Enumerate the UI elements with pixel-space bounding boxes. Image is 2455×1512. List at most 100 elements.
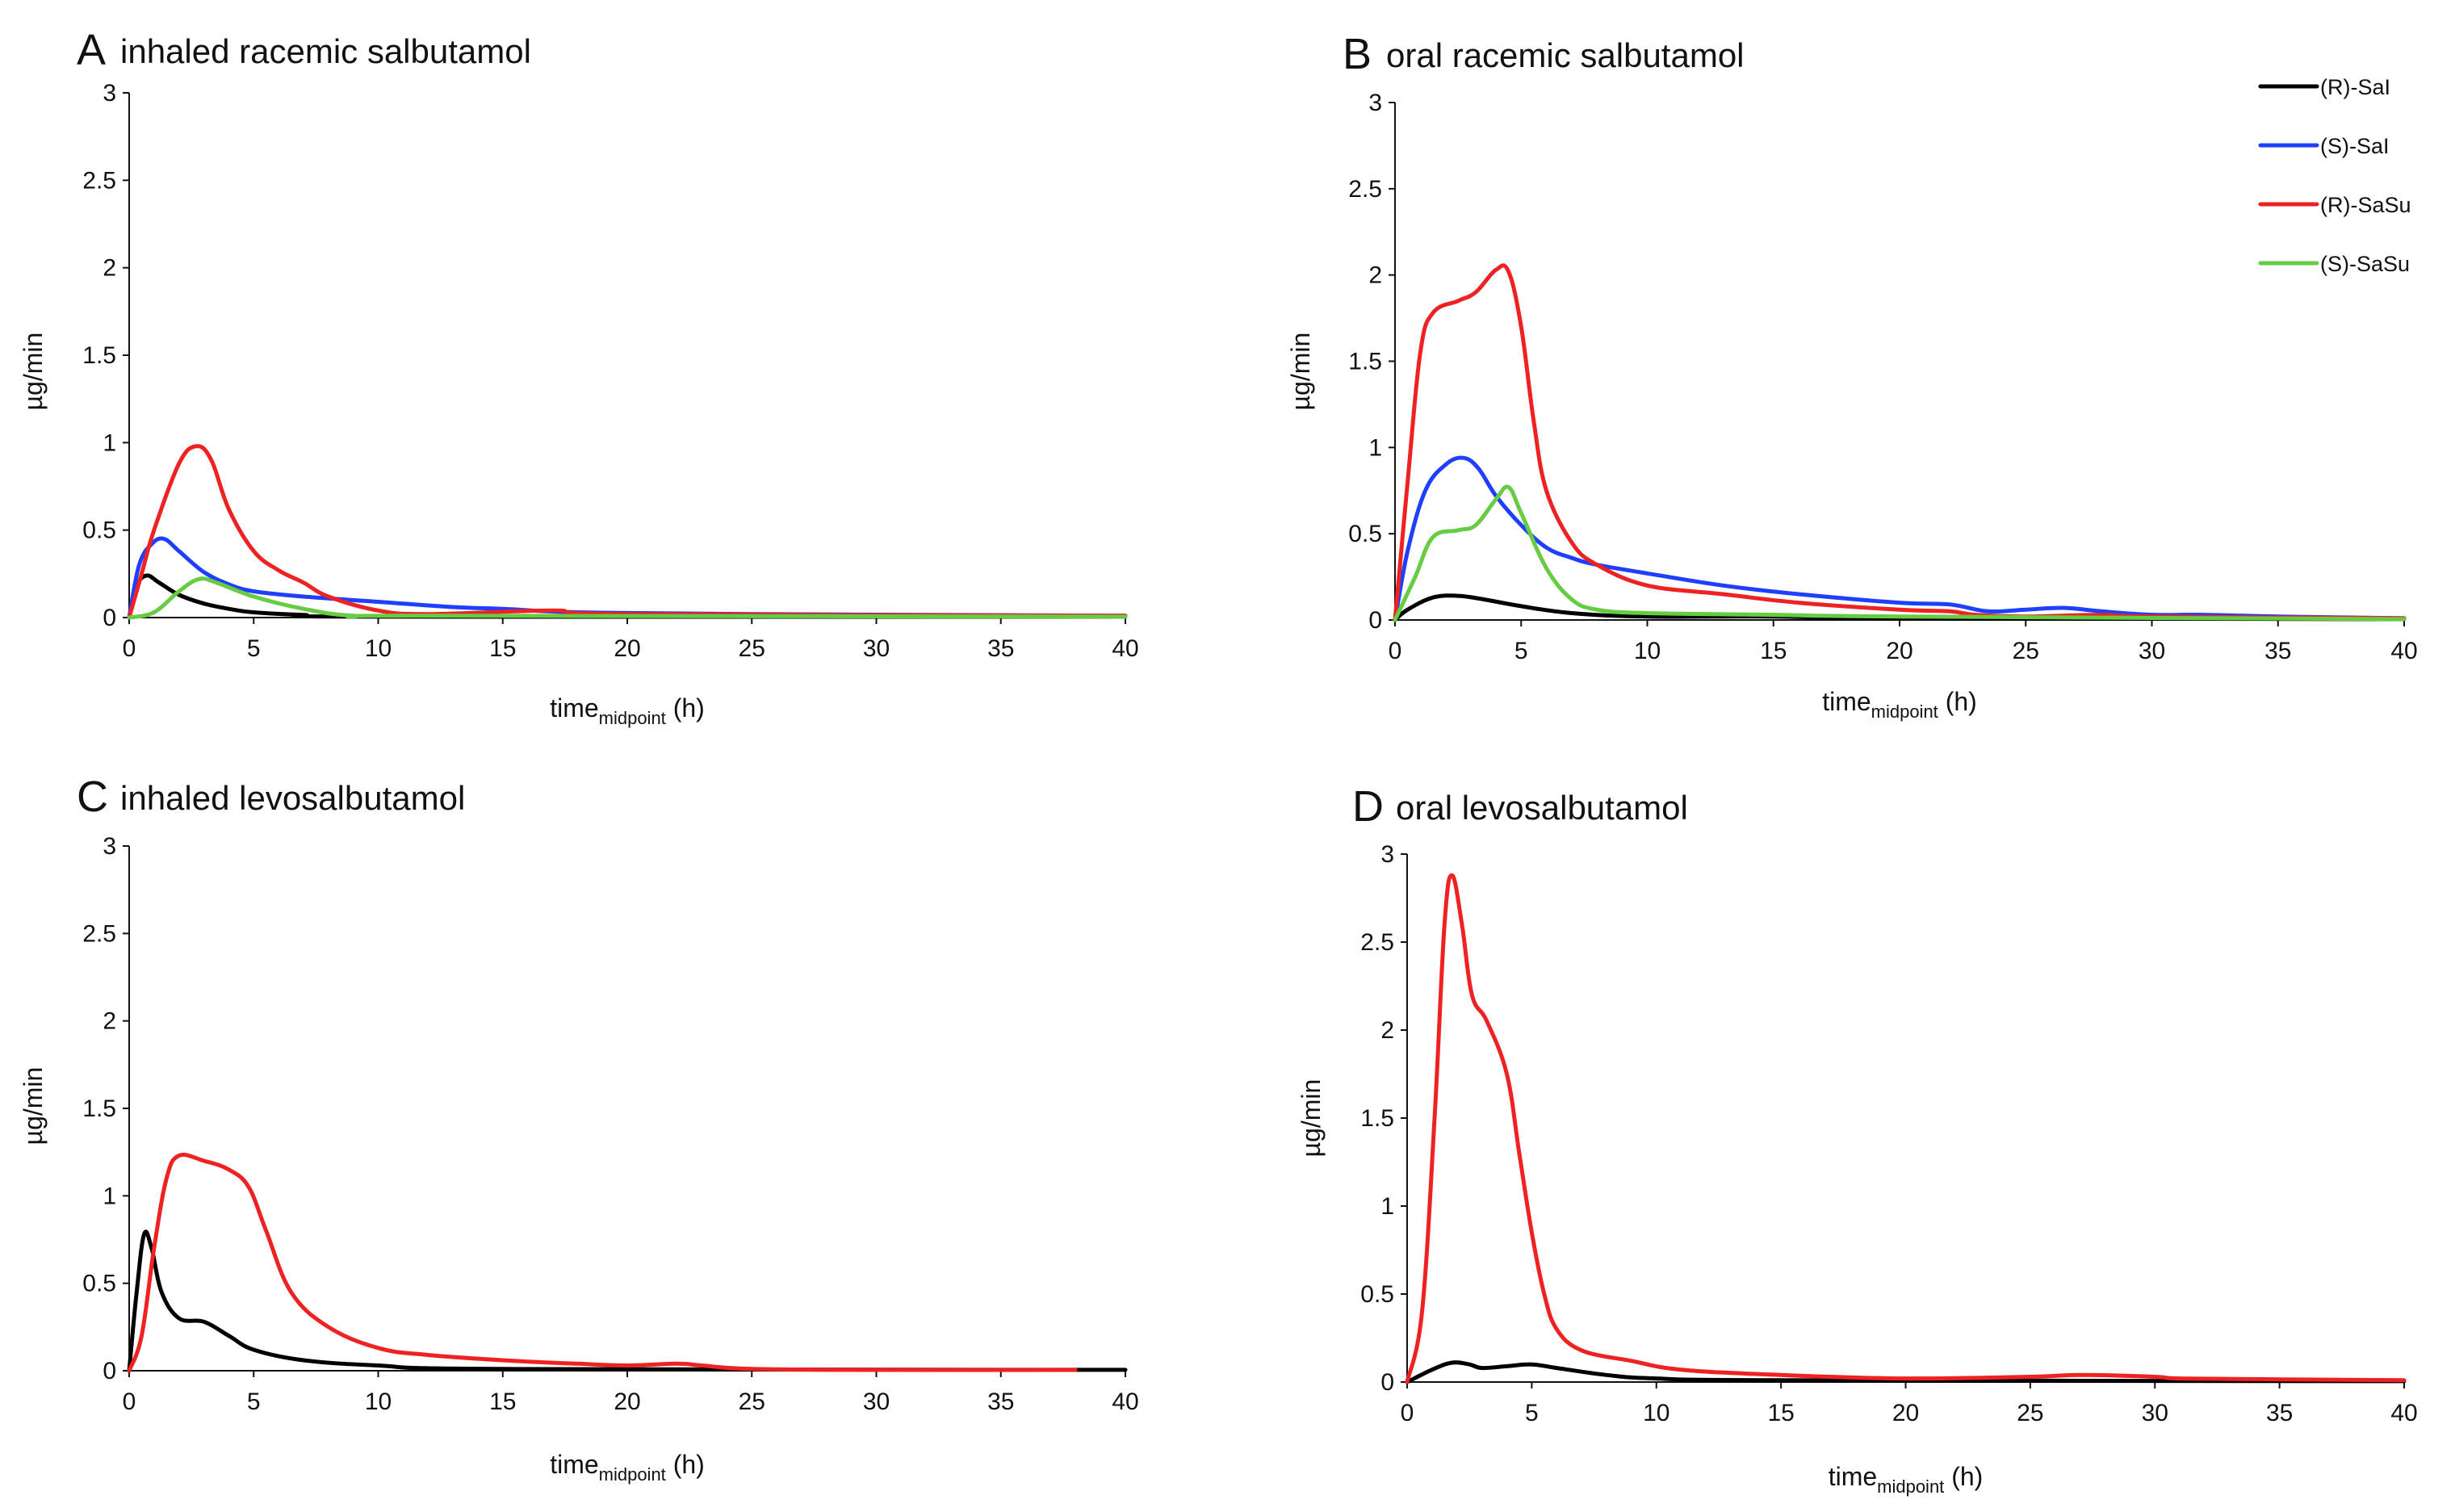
x-tick-label: 15 (489, 635, 516, 662)
x-axis-label-subscript: midpoint (599, 1464, 666, 1485)
y-tick-label: 0.5 (1348, 521, 1382, 547)
legend: (R)-SaI (S)-SaI (R)-SaSu (S)-SaSu (2258, 75, 2411, 276)
y-tick-label: 2 (103, 1008, 116, 1035)
y-tick-label: 0.5 (1360, 1281, 1394, 1308)
x-tick-label: 35 (2266, 1400, 2293, 1426)
x-tick-label: 5 (1525, 1400, 1539, 1426)
legend-label-r-sasu: (R)-SaSu (2320, 193, 2411, 217)
x-axis-label-unit: (h) (666, 1450, 705, 1479)
y-tick-label: 3 (1380, 841, 1394, 868)
x-axis-label: timemidpoint (h) (1822, 687, 1977, 722)
x-tick-label: 15 (1760, 638, 1787, 664)
y-tick-label: 1 (103, 429, 116, 456)
x-tick-label: 25 (2013, 638, 2039, 664)
x-tick-label: 5 (247, 1388, 261, 1415)
panel-letter: C (77, 773, 108, 821)
x-axis-label-main: time (550, 1450, 598, 1479)
x-tick-label: 20 (1892, 1400, 1919, 1426)
x-tick-label: 40 (2390, 638, 2417, 664)
x-tick-label: 30 (863, 1388, 890, 1415)
series-line-r-sai (127, 1229, 1128, 1373)
y-tick-label: 0.5 (82, 517, 116, 544)
x-axis-label-main: time (1822, 687, 1871, 716)
x-tick-label: 0 (123, 635, 136, 662)
x-axis-label-main: time (550, 693, 598, 722)
x-tick-label: 30 (2139, 638, 2165, 664)
y-tick-label: 0 (1380, 1369, 1394, 1396)
x-axis-label: timemidpoint (h) (550, 1450, 705, 1485)
x-tick-label: 30 (863, 635, 890, 662)
x-tick-label: 25 (2017, 1400, 2043, 1426)
y-tick-label: 2.5 (82, 167, 116, 194)
series-line-r-sai (1405, 1360, 2407, 1384)
x-tick-label: 20 (614, 1388, 640, 1415)
x-tick-label: 15 (1767, 1400, 1794, 1426)
x-tick-label: 5 (247, 635, 261, 662)
panel-title: oral levosalbutamol (1396, 789, 1688, 827)
y-tick-label: 0 (103, 1358, 116, 1384)
panel-letter: A (77, 26, 106, 74)
x-tick-label: 0 (1389, 638, 1402, 664)
panel-letter: B (1343, 30, 1372, 78)
x-tick-label: 40 (1112, 635, 1138, 662)
x-tick-label: 30 (2142, 1400, 2168, 1426)
x-tick-label: 40 (2390, 1400, 2417, 1426)
y-tick-label: 2.5 (82, 920, 116, 947)
y-tick-label: 1 (1368, 434, 1382, 461)
y-tick-label: 1.5 (1360, 1105, 1394, 1132)
x-axis-label: timemidpoint (h) (550, 693, 705, 728)
x-tick-label: 35 (2264, 638, 2291, 664)
series-line-r-sasu (1405, 873, 2407, 1384)
y-tick-label: 0.5 (82, 1271, 116, 1297)
x-tick-label: 5 (1514, 638, 1528, 664)
x-tick-label: 20 (614, 635, 640, 662)
y-axis-label: µg/min (19, 1067, 48, 1146)
x-tick-label: 0 (1401, 1400, 1414, 1426)
x-axis-label: timemidpoint (h) (1829, 1462, 1984, 1497)
panel-letter: D (1352, 782, 1384, 831)
y-tick-label: 0 (1368, 607, 1382, 634)
x-axis-label-main: time (1829, 1462, 1877, 1491)
x-tick-label: 10 (365, 635, 392, 662)
y-tick-label: 2.5 (1360, 929, 1394, 956)
x-tick-label: 20 (1886, 638, 1912, 664)
series-line-s-sasu (1393, 484, 2407, 622)
y-tick-label: 1 (103, 1183, 116, 1209)
series-line-s-sai (127, 536, 1128, 620)
x-tick-label: 35 (987, 635, 1014, 662)
series-line-r-sasu (127, 1152, 1078, 1373)
y-tick-label: 1.5 (82, 342, 116, 369)
x-tick-label: 10 (1634, 638, 1661, 664)
x-axis-label-subscript: midpoint (599, 708, 666, 728)
panel-title: oral racemic salbutamol (1386, 36, 1745, 74)
y-tick-label: 0 (103, 605, 116, 631)
x-tick-label: 35 (987, 1388, 1014, 1415)
y-axis-label: µg/min (1297, 1079, 1326, 1158)
y-tick-label: 1 (1380, 1193, 1394, 1220)
legend-label-r-sai: (R)-SaI (2320, 75, 2390, 99)
x-axis-label-unit: (h) (1938, 687, 1977, 716)
x-axis-label-unit: (h) (1944, 1462, 1983, 1491)
legend-label-s-sasu: (S)-SaSu (2320, 252, 2410, 276)
x-axis-label-unit: (h) (666, 693, 705, 722)
x-axis-label-subscript: midpoint (1877, 1476, 1944, 1497)
y-tick-label: 3 (103, 833, 116, 860)
y-axis-label: µg/min (1286, 333, 1315, 411)
y-tick-label: 2 (103, 255, 116, 282)
y-axis-label: µg/min (19, 333, 48, 411)
x-axis-label-subscript: midpoint (1871, 702, 1938, 722)
legend-label-s-sai: (S)-SaI (2320, 134, 2390, 158)
series-line-s-sasu (127, 576, 1128, 620)
panel-title: inhaled levosalbutamol (120, 779, 465, 817)
x-tick-label: 10 (365, 1388, 392, 1415)
x-tick-label: 15 (489, 1388, 516, 1415)
y-tick-label: 2.5 (1348, 176, 1382, 203)
x-tick-label: 25 (739, 635, 765, 662)
series-line-s-sai (1393, 455, 2407, 622)
x-tick-label: 10 (1643, 1400, 1669, 1426)
